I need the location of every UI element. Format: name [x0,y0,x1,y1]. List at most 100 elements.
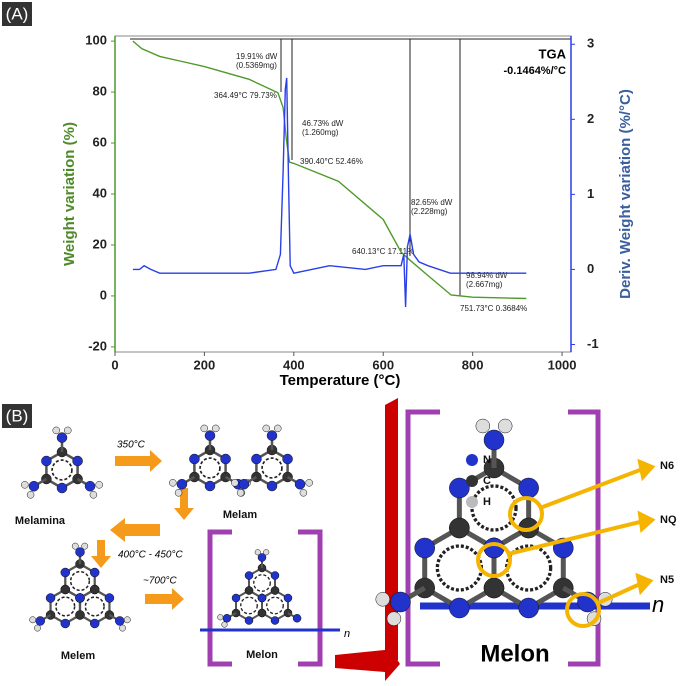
legend-swatch [466,454,478,466]
annotation: (1.260mg) [302,128,339,137]
aromatic-ring [253,574,271,592]
annotation: 19.91% dW [236,52,278,61]
atom [189,453,200,465]
y-tick-label: 60 [93,134,107,149]
atom [169,479,177,487]
site-label: N5 [660,574,674,586]
atom [104,593,115,603]
y-tick-label: 20 [93,236,107,251]
atom [60,567,71,578]
atom [238,478,250,490]
atom [283,593,293,603]
y-tick-label: 40 [93,185,107,200]
atom [41,455,52,467]
aromatic-ring [261,457,283,479]
atom [204,430,216,441]
atom [262,424,270,433]
atom [119,624,126,632]
aromatic-ring [84,596,105,617]
atom [266,480,278,492]
aromatic-ring [504,544,553,592]
annotation: 364.49°C 79.73% [214,91,277,100]
atom [115,616,125,626]
atom [257,593,267,603]
aromatic-ring [199,457,221,479]
molecules [21,418,650,632]
atom [71,542,79,550]
tga-rate: -0.1464%/°C [504,65,567,77]
x-tick-label: 800 [462,357,484,372]
atom [244,571,254,580]
atom [34,624,41,632]
atom [89,567,100,578]
atom [305,479,313,487]
atom [217,614,224,621]
y2-axis-label: Deriv. Weight variation (%/°C) [617,89,634,299]
atom [75,610,85,620]
y2-tick-label: 3 [587,36,594,51]
y2-tick-label: -1 [587,336,599,351]
atom [221,621,228,628]
atom [26,491,35,499]
atom [390,591,411,613]
atom [75,593,85,603]
polymer-n: n [652,592,664,617]
atom [518,597,539,619]
atom [375,592,390,607]
atom [56,432,68,443]
atom [270,616,280,625]
site-label: NQ [660,514,677,526]
annotation: (0.5369mg) [236,61,277,70]
atom [60,618,71,629]
legend-label: C [483,475,491,487]
x-tick-label: 400 [283,357,305,372]
atom [81,542,89,550]
panel-label-box [2,2,32,26]
legend-label: N [483,454,491,466]
atom [220,453,231,465]
panel-label: (B) [6,406,29,425]
annotation: 751.73°C 0.3684% [460,304,527,313]
site-arrows [476,458,656,628]
y2-tick-label: 2 [587,111,594,126]
aromatic-ring [266,596,284,615]
series-line [132,40,527,300]
x-tick-label: 1000 [548,357,577,372]
atom [449,517,470,539]
atom [60,584,71,595]
atom [212,424,220,433]
atom [251,453,262,465]
annotation: 640.13°C 17.11% [352,247,414,256]
atom [270,586,280,595]
atom [257,553,267,562]
y2-tick-label: 1 [587,186,594,201]
atom [231,479,239,487]
atom [35,616,45,626]
atom [254,549,261,556]
y-axis-label: Weight variation (%) [61,122,78,266]
atom [222,614,232,623]
series-line [132,77,527,308]
atom [299,489,308,497]
y-tick-label: -20 [88,338,107,353]
aromatic-ring [435,544,484,592]
tga-label: TGA [539,46,567,61]
atom [497,418,513,434]
atom [56,482,68,494]
x-axis-label: Temperature (°C) [280,372,401,389]
atom [483,429,505,451]
atom [75,547,85,557]
atom [449,597,470,619]
legend-swatch [466,496,478,508]
panel-label-box [2,404,32,428]
atom [414,537,435,559]
panel-label: (A) [6,4,29,23]
legend-label: H [483,496,491,508]
atom [266,430,278,441]
atom [200,424,208,433]
step-lines [130,38,571,296]
atom [176,478,188,490]
legend-swatch [466,475,478,487]
atom [89,618,100,629]
